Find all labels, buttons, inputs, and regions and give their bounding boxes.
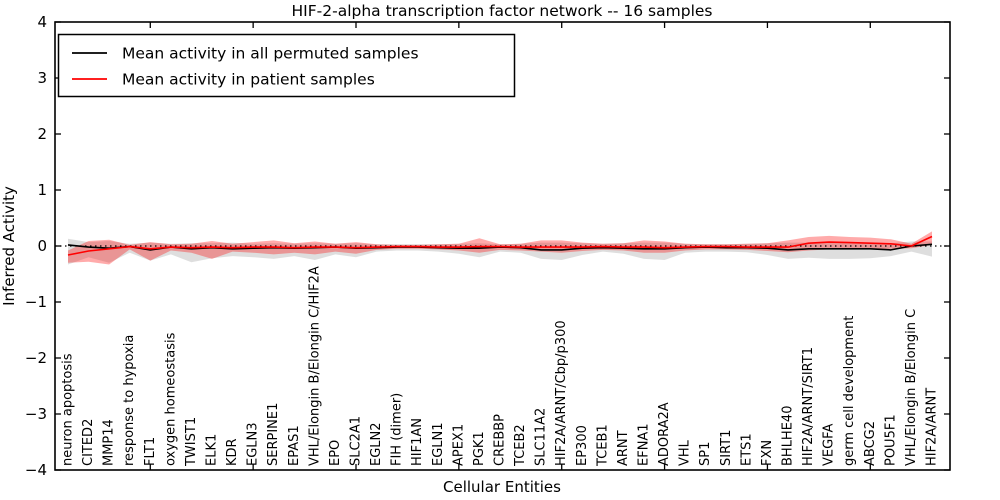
x-category-label: SIRT1	[719, 430, 734, 466]
x-category-label: HIF2A/ARNT/Cbp/p300	[554, 320, 569, 466]
patient-std-band	[68, 231, 932, 265]
plot-area	[55, 231, 950, 265]
y-tick-label: −2	[25, 349, 47, 367]
x-category-label: response to hypoxia	[122, 335, 137, 466]
x-axis-label: Cellular Entities	[443, 478, 561, 496]
x-category-label: KDR	[225, 438, 240, 466]
y-tick-label: 2	[37, 125, 47, 143]
x-category-label: ELK1	[205, 434, 220, 466]
legend-box	[57, 33, 516, 98]
y-axis-label: Inferred Activity	[0, 186, 18, 306]
x-category-label: POU5F1	[883, 414, 898, 466]
x-category-label: CREBBP	[493, 414, 508, 466]
y-tick-label: −1	[25, 293, 47, 311]
x-category-label: ABCG2	[863, 421, 878, 466]
x-category-label: BHLHE40	[781, 406, 796, 466]
x-category-label: EP300	[575, 425, 590, 466]
permuted-std-band	[68, 238, 932, 265]
x-category-label: FIH (dimer)	[390, 393, 405, 466]
y-tick-label: 4	[37, 13, 47, 31]
axis-tick-labels: −4 −3 −2 −1 0 1 2 3 4 neuron apoptosis CITED2 MMP14…	[25, 13, 940, 479]
x-category-label: SLC11A2	[534, 408, 549, 466]
legend: Mean activity in all permuted samples Me…	[57, 33, 516, 98]
x-category-label: HIF2A/ARNT	[925, 388, 940, 466]
x-category-label: germ cell development	[842, 316, 857, 466]
x-category-label: ARNT	[616, 430, 631, 466]
y-tick-label: 0	[37, 237, 47, 255]
x-category-label: EFNA1	[637, 423, 652, 466]
x-category-label: SLC2A1	[349, 416, 364, 466]
x-category-label: VHL/Elongin B/Elongin C/HIF2A	[307, 266, 322, 466]
x-category-label: APEX1	[451, 424, 466, 466]
x-category-label: TCEB2	[513, 424, 528, 467]
x-category-label: EGLN3	[246, 422, 261, 466]
x-category-label: VEGFA	[822, 424, 837, 466]
y-tick-label: −3	[25, 405, 47, 423]
patient-mean-line	[67, 235, 933, 256]
x-category-label: ADORA2A	[657, 402, 672, 466]
x-category-label: FLT1	[143, 437, 158, 466]
x-category-label: MMP14	[102, 419, 117, 466]
x-category-label: HIF2A/ARNT/SIRT1	[801, 347, 816, 466]
x-category-label: EPO	[328, 440, 343, 466]
x-category-label: EGLN2	[369, 422, 384, 466]
legend-label-permuted: Mean activity in all permuted samples	[122, 45, 419, 63]
x-category-label: EGLN1	[431, 422, 446, 466]
x-category-label: ETS1	[739, 433, 754, 466]
x-category-label: PGK1	[472, 431, 487, 466]
x-category-label: VHL	[678, 439, 693, 466]
x-category-label: neuron apoptosis	[61, 353, 76, 466]
x-category-label: TCEB1	[595, 424, 610, 467]
x-category-label: VHL/Elongin B/Elongin C	[904, 309, 919, 466]
x-category-label: CITED2	[81, 419, 96, 466]
x-category-label: TWIST1	[184, 417, 199, 467]
chart-title: HIF-2-alpha transcription factor network…	[292, 2, 713, 20]
y-tick-label: −4	[25, 461, 47, 479]
y-tick-label: 1	[37, 181, 47, 199]
x-category-label: SP1	[698, 442, 713, 466]
legend-label-patient: Mean activity in patient samples	[122, 71, 375, 89]
x-category-label: FXN	[760, 440, 775, 466]
x-category-label: EPAS1	[287, 425, 302, 466]
x-category-label: oxygen homeostasis	[163, 332, 178, 466]
x-category-label: HIF1AN	[410, 418, 425, 466]
x-category-label: SERPINE1	[266, 403, 281, 466]
y-tick-label: 3	[37, 69, 47, 87]
